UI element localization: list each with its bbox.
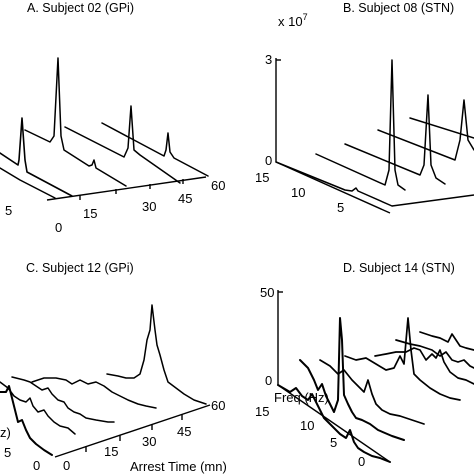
panel-c-time-ticks (85, 414, 183, 452)
panel-d-trace-0 (277, 384, 391, 463)
panel-b-trace-1 (315, 59, 406, 191)
panel-d: 50 0 Freq (Hz) 15 10 5 0 (255, 285, 474, 469)
panel-b-freq-tick-5: 5 (337, 200, 344, 215)
panel-a-time-tick-30: 30 (142, 199, 156, 214)
panel-d-trace-3 (344, 317, 461, 401)
panel-d-ytick-0: 0 (265, 373, 272, 388)
panel-a-time-tick-0: 0 (55, 220, 62, 235)
panel-c-trace-3 (31, 377, 157, 409)
panel-d-trace-2 (319, 359, 425, 425)
panel-c-time-tick-45: 45 (177, 424, 191, 439)
panel-a-time-tick-45: 45 (178, 191, 192, 206)
panel-b-ytick-0: 0 (265, 153, 272, 168)
panel-d-freq-axis (277, 384, 391, 463)
panel-d-trace-4 (374, 347, 474, 385)
panel-b-trace-4 (409, 117, 474, 139)
panel-d-ylabel: Freq (Hz) (274, 390, 329, 405)
panel-b-time-axis (391, 194, 474, 207)
panel-d-freq-tick-0: 0 (358, 454, 365, 469)
panel-d-ytick-50: 50 (260, 285, 274, 300)
panel-a-trace-0 (0, 167, 56, 199)
panel-d-freq-tick-10: 10 (300, 418, 314, 433)
panel-c-xlabel: Arrest Time (mn) (130, 459, 227, 474)
panel-a-time-axis (46, 176, 207, 201)
panel-c-time-tick-60: 60 (211, 398, 225, 413)
panel-b-trace-3 (377, 99, 474, 161)
panel-b-freq-tick-15: 15 (255, 170, 269, 185)
panel-a-trace-3 (64, 105, 181, 184)
panel-c: z) 60 45 30 15 0 0 5 Arrest Time (mn) (0, 304, 227, 474)
panel-a: 15 30 45 60 0 5 (0, 57, 225, 235)
panel-b-freq-tick-10: 10 (291, 185, 305, 200)
panel-c-title: C. Subject 12 (GPi) (26, 261, 134, 275)
panel-c-freq-tick-0: 0 (33, 458, 40, 473)
panel-a-title: A. Subject 02 (GPi) (27, 1, 134, 15)
panel-a-freq-tick-5: 5 (5, 203, 12, 218)
panel-d-title: D. Subject 14 (STN) (343, 261, 455, 275)
panel-b: x 107 3 0 15 10 5 (255, 12, 474, 215)
panel-b-scale-label: x 107 (278, 12, 308, 29)
panel-c-trace-4 (106, 304, 207, 405)
panel-c-trace-1 (0, 381, 76, 435)
panel-d-trace-1 (299, 317, 405, 441)
panel-c-freq-tick-5: 5 (4, 445, 11, 460)
panel-b-trace-2 (344, 94, 446, 185)
panel-a-time-ticks (79, 179, 184, 200)
panel-d-freq-tick-15: 15 (255, 404, 269, 419)
panel-c-trace-0 (0, 385, 53, 456)
panel-b-ytick-3: 3 (265, 52, 272, 67)
panel-c-trace-2 (11, 376, 115, 423)
panel-a-trace-2 (24, 57, 127, 187)
panel-b-trace-0 (275, 161, 393, 207)
panel-d-trace-6 (419, 331, 474, 351)
panel-c-ylabel-fragment: z) (0, 425, 11, 440)
panel-d-trace-5 (395, 339, 474, 369)
panel-c-time-tick-0: 0 (63, 458, 70, 473)
panel-d-freq-tick-5: 5 (330, 435, 337, 450)
panel-a-time-tick-15: 15 (83, 206, 97, 221)
panel-c-time-tick-15: 15 (104, 444, 118, 459)
panel-c-time-tick-30: 30 (142, 434, 156, 449)
panel-c-time-axis (54, 404, 211, 458)
panel-b-title: B. Subject 08 (STN) (343, 1, 454, 15)
panel-a-trace-1 (0, 117, 73, 197)
panel-a-trace-4 (101, 122, 209, 177)
panel-a-time-tick-60: 60 (211, 178, 225, 193)
